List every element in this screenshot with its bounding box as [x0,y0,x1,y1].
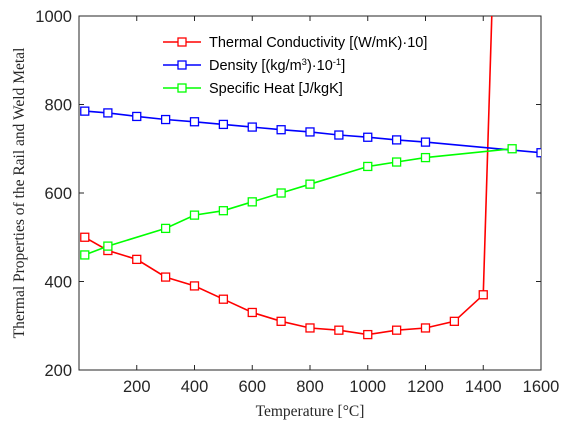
y-tick-label: 400 [44,274,72,292]
x-tick-label: 1000 [349,378,386,396]
data-point [334,325,344,335]
y-axis-title: Thermal Properties of the Rail and Weld … [11,48,28,339]
x-tick-label: 1600 [523,378,560,396]
y-tick-label: 800 [44,97,72,115]
data-point [80,106,90,116]
data-point [160,114,171,125]
data-point [305,323,315,333]
data-point [276,188,286,198]
legend-marker [177,37,187,47]
data-point [391,325,402,335]
x-tick-label: 200 [123,378,151,396]
y-tick-label: 1000 [35,8,72,26]
data-point [218,294,229,304]
data-point [103,108,113,118]
series-continuation [482,16,493,295]
data-point [305,127,315,137]
series-line [84,148,513,256]
legend-marker [177,83,187,93]
data-point [189,117,200,127]
data-point [420,152,431,163]
data-point [536,148,541,158]
data-point [160,272,171,282]
data-point [449,316,460,326]
data-point [363,329,373,340]
data-point [80,250,90,260]
y-tick-label: 200 [44,362,72,380]
x-tick-label: 1400 [465,378,502,396]
series-2 [80,144,517,260]
x-axis-title: Temperature [°C] [256,403,365,420]
data-point [189,210,200,220]
legend-label: Density [(kg/m3)·10-1] [209,57,345,75]
data-point [247,122,257,132]
plot-group: 200 400 600 800 1000 1200 1400 1600 200 400 600 800… [11,8,559,420]
x-tick-label: 600 [238,378,266,396]
data-point [218,206,229,216]
data-point [391,135,402,145]
series-line [84,110,541,154]
legend-label: Thermal Conductivity [(W/mK)·10] [209,35,427,51]
data-point [363,161,373,172]
series-1 [80,106,541,158]
data-point [391,157,402,167]
legend-item: Density [(kg/m3)·10-1] [163,57,345,75]
x-tick-label: 1200 [407,378,444,396]
data-point [80,232,90,242]
data-point [478,290,488,300]
series-group [80,16,541,340]
data-point [132,111,142,122]
y-tick-label: 600 [44,185,72,203]
legend: Thermal Conductivity [(W/mK)·10] Density … [163,35,427,97]
legend-label: Specific Heat [J/kgK] [209,81,343,97]
legend-marker [177,60,187,70]
x-tick-label: 800 [296,378,324,396]
data-point [218,119,229,130]
data-point [160,223,171,234]
data-point [247,197,257,207]
legend-item: Specific Heat [J/kgK] [163,81,343,97]
data-point [507,144,517,154]
data-point [420,137,431,147]
data-point [334,130,344,140]
data-point [276,125,286,135]
data-point [305,179,315,189]
data-point [420,323,431,333]
data-point [363,132,373,142]
series-0 [80,16,493,340]
data-point [103,241,113,251]
data-point [276,316,286,326]
x-tick-label: 400 [181,378,209,396]
data-point [132,254,142,265]
data-point [247,307,257,318]
legend-item: Thermal Conductivity [(W/mK)·10] [163,35,427,51]
data-point [189,281,200,291]
